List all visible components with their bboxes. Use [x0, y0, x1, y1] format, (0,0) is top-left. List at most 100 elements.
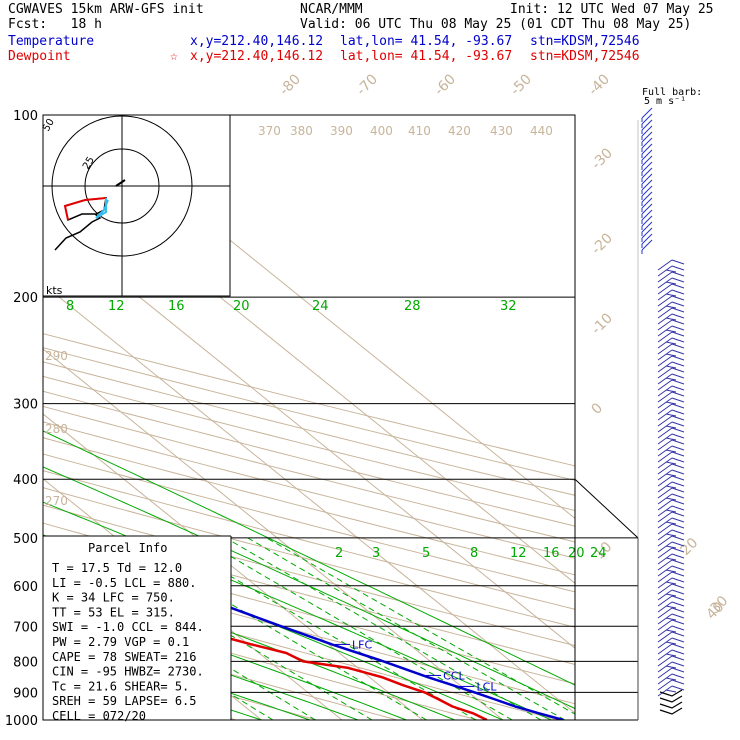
wind-barb — [657, 295, 685, 307]
wind-barb — [641, 167, 653, 182]
wind-barb — [657, 559, 685, 571]
dewpoint-xy: x,y=212.40,146.12 — [190, 49, 324, 64]
wind-barb — [657, 277, 685, 289]
dry-adiabat-line — [43, 620, 398, 720]
mixing-ratio-line — [225, 537, 542, 720]
isotherm-line — [43, 348, 504, 720]
moist-adiabat-line — [43, 589, 407, 720]
org-label: NCAR/MMM — [300, 2, 363, 17]
wind-barb — [641, 155, 653, 170]
theta-label: 270 — [45, 494, 68, 508]
wind-barb — [657, 553, 685, 565]
temperature-legend-label: Temperature — [8, 34, 95, 49]
wind-barb — [657, 493, 685, 505]
wind-barb — [659, 689, 683, 697]
theta-label: 440 — [530, 124, 553, 138]
mixing-ratio-label: 8 — [470, 546, 478, 561]
theta-label: 370 — [258, 124, 281, 138]
annotation-lfc: LFC — [352, 638, 372, 651]
wind-barb — [641, 233, 653, 248]
parcel-info-row: CELL = 072/20 — [52, 709, 146, 723]
isotherm-line — [43, 413, 423, 720]
mixing-ratio-label: 16 — [543, 546, 560, 561]
dry-adiabat-line — [43, 437, 575, 576]
wind-barb — [641, 137, 653, 152]
wind-barb — [641, 209, 653, 224]
wind-barb — [657, 589, 685, 601]
isotherm-label: -50 — [508, 71, 535, 98]
valid-time: Valid: 06 UTC Thu 08 May 25 (01 CDT Thu … — [300, 17, 692, 32]
wind-barb — [657, 487, 685, 499]
annotation-lcl: LCL — [477, 680, 498, 693]
parcel-info-row: CAPE = 78 SWEAT= 216 — [52, 650, 197, 664]
wind-barb — [641, 239, 653, 254]
isotherm-line — [43, 218, 575, 649]
wind-barb — [657, 457, 685, 469]
wind-barb — [657, 571, 685, 583]
annotation-ccl: CCL — [443, 669, 465, 682]
pressure-label-300: 300 — [13, 398, 38, 413]
wind-barb — [657, 661, 685, 673]
parcel-info-row: K = 34 LFC = 750. — [52, 591, 175, 605]
full-barb-unit: 5 m s⁻¹ — [644, 96, 687, 107]
wind-barb — [641, 149, 653, 164]
wind-barb — [657, 307, 685, 319]
wind-barb — [657, 313, 685, 325]
wind-barb — [657, 289, 685, 301]
wind-barb — [657, 463, 685, 475]
wind-barb — [657, 397, 685, 409]
wind-barb — [657, 355, 685, 367]
mixing-ratio-line — [247, 537, 566, 720]
wind-barb — [657, 259, 685, 271]
wind-barb — [657, 439, 685, 451]
wind-barb — [657, 523, 685, 535]
theta-label: 280 — [45, 422, 68, 436]
wind-barb — [657, 427, 685, 439]
wind-barb — [657, 409, 685, 421]
wind-barb — [657, 631, 685, 643]
isotherm-label: 0 — [589, 400, 607, 418]
theta-label: 410 — [408, 124, 431, 138]
mixing-ratio-label: 12 — [510, 546, 527, 561]
wind-barb — [657, 529, 685, 541]
wind-barb — [641, 113, 653, 128]
wind-barb — [657, 271, 685, 283]
wind-barb — [659, 695, 683, 703]
mixing-ratio-line — [266, 537, 575, 715]
wind-barb — [657, 301, 685, 313]
wind-barb — [657, 625, 685, 637]
mixing-ratio-label: 8 — [66, 299, 74, 314]
isotherm-label: 20 — [678, 535, 702, 559]
parcel-info-row: LI = -0.5 LCL = 880. — [52, 576, 197, 590]
isotherm-label: -60 — [432, 71, 459, 98]
wind-barb — [657, 379, 685, 391]
wind-barb — [657, 649, 685, 661]
wind-barb — [657, 421, 685, 433]
wind-barb — [657, 481, 685, 493]
forecast-hour: Fcst: 18 h — [8, 17, 102, 32]
pressure-label-700: 700 — [13, 620, 38, 635]
wind-barb — [641, 173, 653, 188]
wind-barb — [657, 673, 685, 685]
mixing-ratio-label: 24 — [312, 299, 329, 314]
wind-barb — [659, 701, 683, 709]
wind-barb — [641, 191, 653, 206]
mixing-ratio-label: 20 — [568, 546, 585, 561]
wind-barb — [641, 215, 653, 230]
wind-barb-profile — [637, 107, 685, 720]
wind-barb — [657, 517, 685, 529]
theta-label: 390 — [330, 124, 353, 138]
wind-barb — [657, 613, 685, 625]
wind-barb — [657, 541, 685, 553]
wind-barb — [641, 179, 653, 194]
wind-barb — [657, 595, 685, 607]
pressure-label-200: 200 — [13, 291, 38, 306]
wind-barb — [657, 643, 685, 655]
dewpoint-station: stn=KDSM,72546 — [530, 49, 640, 64]
wind-barb — [659, 707, 683, 715]
theta-label: 400 — [370, 124, 393, 138]
wind-barb — [657, 265, 685, 277]
temperature-xy: x,y=212.40,146.12 — [190, 34, 324, 49]
init-time: Init: 12 UTC Wed 07 May 25 — [510, 2, 714, 17]
wind-barb — [657, 637, 685, 649]
